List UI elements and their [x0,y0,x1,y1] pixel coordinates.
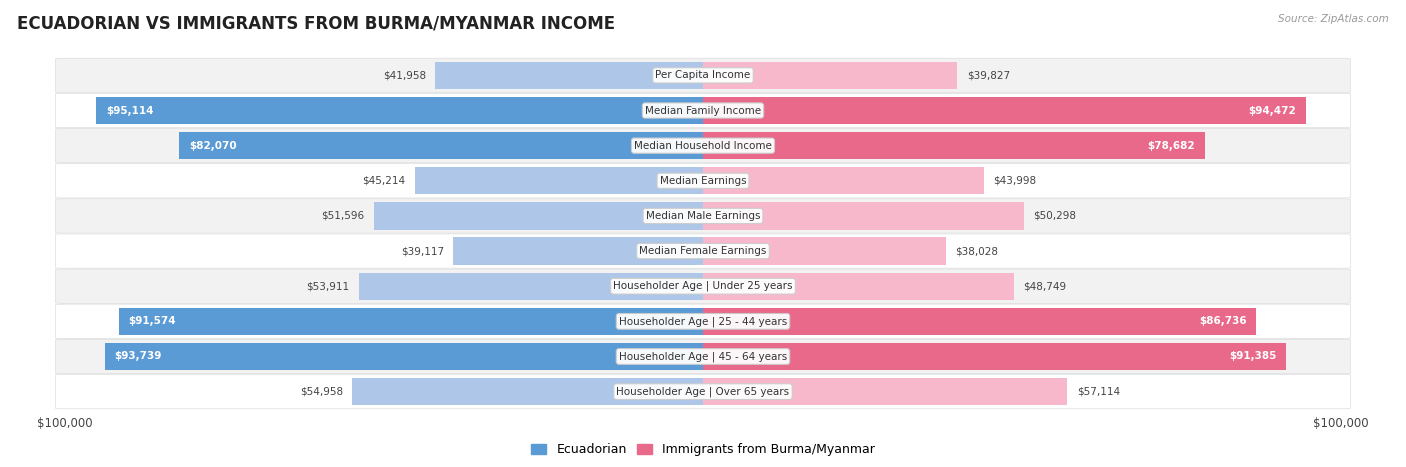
Text: $93,739: $93,739 [115,352,162,361]
Text: Source: ZipAtlas.com: Source: ZipAtlas.com [1278,14,1389,24]
Text: $57,114: $57,114 [1077,387,1121,396]
Bar [703,167,984,194]
Bar [180,132,703,159]
FancyBboxPatch shape [55,234,1351,268]
Bar [703,308,1257,335]
Text: $39,827: $39,827 [967,71,1010,80]
Text: $94,472: $94,472 [1249,106,1296,115]
FancyBboxPatch shape [55,58,1351,92]
Bar [703,343,1286,370]
FancyBboxPatch shape [55,93,1351,127]
FancyBboxPatch shape [55,128,1351,163]
FancyBboxPatch shape [55,375,1351,409]
Bar [105,343,703,370]
Text: $86,736: $86,736 [1199,316,1247,326]
Text: $95,114: $95,114 [105,106,153,115]
Bar [374,202,703,230]
Text: $45,214: $45,214 [361,176,405,186]
FancyBboxPatch shape [55,340,1351,374]
Text: $43,998: $43,998 [993,176,1036,186]
Legend: Ecuadorian, Immigrants from Burma/Myanmar: Ecuadorian, Immigrants from Burma/Myanma… [526,439,880,461]
Bar [703,273,1014,300]
Text: $48,749: $48,749 [1024,281,1067,291]
Bar [120,308,703,335]
Text: $51,596: $51,596 [321,211,364,221]
Text: Householder Age | 25 - 44 years: Householder Age | 25 - 44 years [619,316,787,326]
Text: ECUADORIAN VS IMMIGRANTS FROM BURMA/MYANMAR INCOME: ECUADORIAN VS IMMIGRANTS FROM BURMA/MYAN… [17,14,614,32]
Text: $39,117: $39,117 [401,246,444,256]
FancyBboxPatch shape [55,163,1351,198]
Bar [415,167,703,194]
Text: Householder Age | 45 - 64 years: Householder Age | 45 - 64 years [619,351,787,362]
Bar [703,132,1205,159]
Text: Median Earnings: Median Earnings [659,176,747,186]
Text: $78,682: $78,682 [1147,141,1195,151]
FancyBboxPatch shape [55,304,1351,339]
Bar [359,273,703,300]
Text: Per Capita Income: Per Capita Income [655,71,751,80]
Text: Median Male Earnings: Median Male Earnings [645,211,761,221]
Text: Median Female Earnings: Median Female Earnings [640,246,766,256]
Text: $50,298: $50,298 [1033,211,1077,221]
Text: $91,574: $91,574 [128,316,176,326]
FancyBboxPatch shape [55,199,1351,233]
Text: $54,958: $54,958 [299,387,343,396]
Text: Householder Age | Under 25 years: Householder Age | Under 25 years [613,281,793,291]
Bar [703,97,1306,124]
Text: $41,958: $41,958 [382,71,426,80]
Bar [703,237,946,265]
Text: Median Family Income: Median Family Income [645,106,761,115]
Text: Median Household Income: Median Household Income [634,141,772,151]
Bar [454,237,703,265]
Bar [703,62,957,89]
Bar [353,378,703,405]
Bar [703,202,1024,230]
Bar [96,97,703,124]
Text: $82,070: $82,070 [188,141,236,151]
Text: $91,385: $91,385 [1229,352,1277,361]
Bar [703,378,1067,405]
Text: $38,028: $38,028 [955,246,998,256]
Text: $53,911: $53,911 [307,281,350,291]
Text: Householder Age | Over 65 years: Householder Age | Over 65 years [616,386,790,397]
FancyBboxPatch shape [55,269,1351,304]
Bar [436,62,703,89]
